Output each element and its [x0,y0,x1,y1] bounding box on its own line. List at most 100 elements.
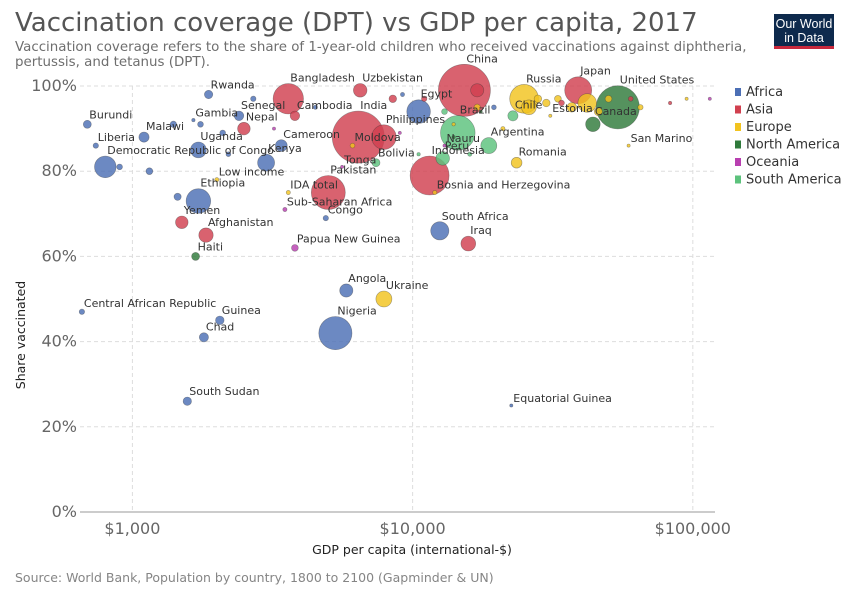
legend-entry[interactable]: Oceania [746,155,799,170]
point-nigeria[interactable] [318,316,353,351]
legend-entry[interactable]: South America [746,173,842,188]
data-point[interactable] [225,151,232,157]
data-point[interactable] [593,107,603,116]
point-egypt[interactable] [406,99,431,124]
data-point[interactable] [542,98,551,108]
point-low-income[interactable] [214,177,220,183]
point-liberia[interactable] [92,142,99,149]
point-yemen[interactable] [175,215,189,229]
point-south-africa[interactable] [430,221,450,241]
data-point[interactable] [707,96,712,101]
point-ethiopia[interactable] [185,188,211,214]
data-point[interactable] [397,130,402,135]
point-bosnia-and-herzegovina[interactable] [432,190,438,195]
data-point[interactable] [388,94,397,103]
data-point[interactable] [558,99,565,107]
point-argentina[interactable] [480,137,498,154]
point-uganda[interactable] [190,141,207,159]
data-point[interactable] [577,93,597,113]
point-chad[interactable] [198,332,209,343]
point-tonga[interactable] [340,164,345,169]
point-estonia[interactable] [548,113,553,118]
point-haiti[interactable] [191,252,200,261]
point-papua-new-guinea[interactable] [291,244,299,252]
point-peru[interactable] [435,151,450,166]
data-point[interactable] [521,99,537,116]
data-point[interactable] [627,96,634,102]
data-point[interactable] [554,95,562,103]
point-gambia[interactable] [191,118,196,123]
data-point[interactable] [668,101,673,106]
point-label: Senegal [241,99,285,112]
legend-entry[interactable]: Europe [746,120,792,135]
data-point[interactable] [478,109,483,114]
data-point[interactable] [421,95,428,102]
data-point[interactable] [467,151,473,157]
data-point[interactable] [272,126,276,131]
data-point[interactable] [400,92,405,97]
data-point[interactable] [416,152,421,157]
data-point[interactable] [250,95,257,102]
point-malawi[interactable] [138,131,150,143]
point-rwanda[interactable] [204,90,214,100]
point-iraq[interactable] [460,235,476,252]
data-point[interactable] [500,126,506,132]
data-point[interactable] [566,102,577,113]
data-point[interactable] [116,163,123,171]
point-ida-total[interactable] [285,190,291,195]
data-point[interactable] [684,96,689,101]
data-point[interactable] [533,94,543,103]
point-cambodia[interactable] [289,110,301,121]
data-point[interactable] [441,108,448,115]
data-point[interactable] [451,122,456,127]
point-kenya[interactable] [257,153,275,172]
point-south-sudan[interactable] [182,396,192,406]
point-nauru[interactable] [442,143,447,148]
point-congo[interactable] [322,215,329,222]
point-afghanistan[interactable] [198,227,214,243]
point-bangladesh[interactable] [272,83,304,115]
data-point[interactable] [491,104,497,111]
data-point[interactable] [173,192,182,201]
point-bolivia[interactable] [371,158,381,167]
data-point[interactable] [604,95,613,103]
data-point[interactable] [637,104,644,111]
point-label: South Sudan [189,385,259,398]
data-point[interactable] [470,83,485,98]
point-canada[interactable] [585,116,601,132]
data-point[interactable] [312,104,318,110]
data-point[interactable] [473,103,481,111]
data-point[interactable] [145,167,154,175]
point-equatorial-guinea[interactable] [509,403,514,408]
x-tick-label: $10,000 [380,519,446,538]
data-point[interactable] [169,120,177,128]
data-point[interactable] [451,135,456,140]
legend-entry[interactable]: North America [746,138,840,153]
point-romania[interactable] [510,157,523,169]
our-world-in-data-logo[interactable]: Our World in Data [774,14,834,49]
point-angola[interactable] [339,283,354,298]
point-moldova[interactable] [349,142,356,149]
point-china[interactable] [438,64,491,117]
point-cameroon[interactable] [275,139,288,152]
point-san-marino[interactable] [626,143,631,148]
point-nepal[interactable] [237,122,251,136]
data-point[interactable] [197,121,204,128]
point-uzbekistan[interactable] [353,83,368,98]
point-indonesia[interactable] [409,155,450,196]
legend-entry[interactable]: Africa [746,85,783,100]
point-label: Congo [328,203,363,216]
point-ukraine[interactable] [375,290,393,308]
point-brazil[interactable] [440,115,476,151]
point-democratic-republic-of-congo[interactable] [94,155,117,178]
point-chile[interactable] [507,110,519,122]
point-central-african-republic[interactable] [78,308,85,315]
point-pakistan[interactable] [310,175,346,210]
point-sub-saharan-africa[interactable] [282,207,288,212]
point-philippines[interactable] [371,124,397,150]
point-guinea[interactable] [215,315,225,325]
point-senegal[interactable] [233,110,245,121]
point-burundi[interactable] [83,120,92,129]
data-point[interactable] [219,129,226,137]
legend-entry[interactable]: Asia [746,103,773,118]
